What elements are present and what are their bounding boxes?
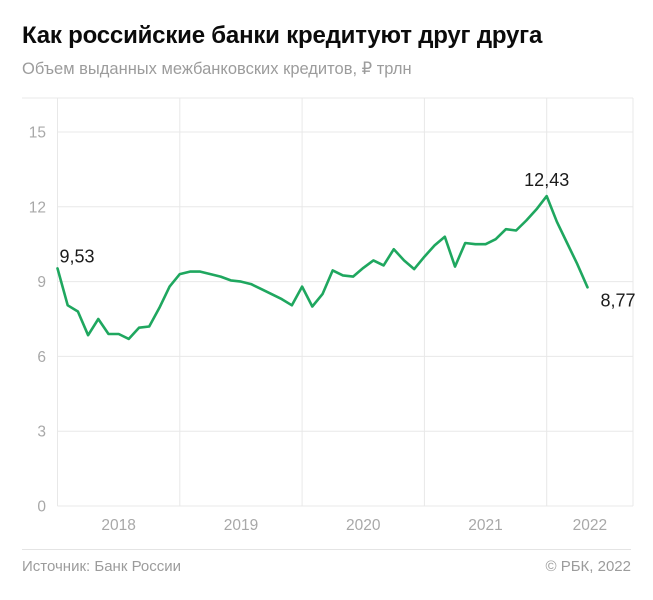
- x-tick-label: 2018: [101, 517, 135, 534]
- series-line: [56, 194, 589, 341]
- y-tick-label: 12: [29, 199, 46, 216]
- footer-divider: [22, 549, 631, 550]
- x-tick-label: 2022: [573, 517, 607, 534]
- x-tick-label: 2020: [346, 517, 381, 534]
- footer: Источник: Банк России © РБК, 2022: [22, 558, 631, 575]
- point-label: 8,77: [600, 290, 635, 310]
- source-label: Источник: Банк России: [22, 558, 182, 575]
- x-tick-label: 2021: [468, 517, 502, 534]
- copyright-label: © РБК, 2022: [545, 558, 631, 575]
- y-tick-label: 0: [37, 499, 46, 516]
- point-label: 12,43: [524, 170, 569, 190]
- chart-subtitle: Объем выданных межбанковских кредитов, ₽…: [22, 60, 412, 78]
- y-tick-label: 6: [37, 349, 46, 366]
- y-tick-label: 9: [37, 274, 46, 291]
- chart-title: Как российские банки кредитуют друг друг…: [22, 22, 543, 49]
- y-tick-label: 15: [29, 125, 46, 142]
- x-tick-label: 2019: [224, 517, 258, 534]
- point-label: 9,53: [60, 246, 95, 266]
- y-tick-label: 3: [37, 424, 46, 441]
